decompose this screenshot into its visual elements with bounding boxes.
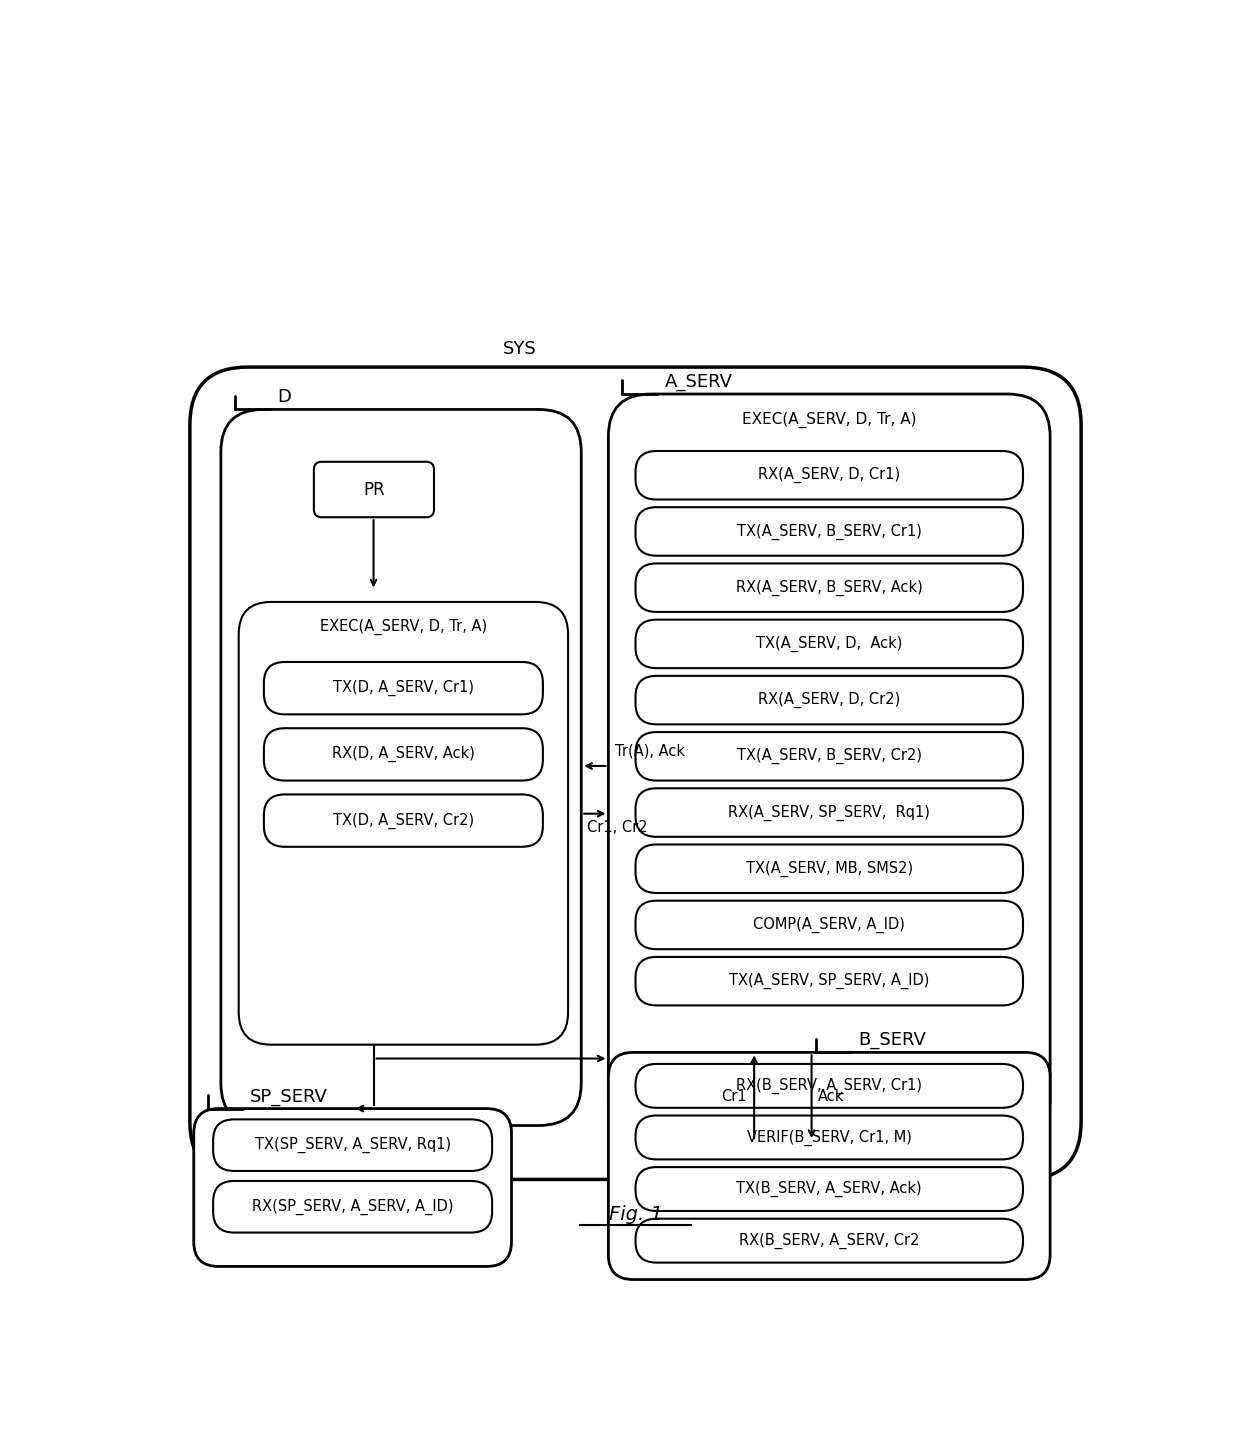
Text: RX(D, A_SERV, Ack): RX(D, A_SERV, Ack) bbox=[332, 747, 475, 763]
FancyBboxPatch shape bbox=[238, 601, 568, 1044]
FancyBboxPatch shape bbox=[635, 789, 1023, 836]
Text: D: D bbox=[278, 388, 291, 407]
FancyBboxPatch shape bbox=[264, 728, 543, 780]
Text: SP_SERV: SP_SERV bbox=[250, 1087, 329, 1106]
FancyBboxPatch shape bbox=[635, 1218, 1023, 1263]
Text: RX(B_SERV, A_SERV, Cr2: RX(B_SERV, A_SERV, Cr2 bbox=[739, 1233, 920, 1249]
Text: RX(SP_SERV, A_SERV, A_ID): RX(SP_SERV, A_SERV, A_ID) bbox=[252, 1198, 454, 1214]
Text: TX(A_SERV, D,  Ack): TX(A_SERV, D, Ack) bbox=[756, 636, 903, 652]
Text: Cr1, Cr2: Cr1, Cr2 bbox=[588, 820, 649, 835]
FancyBboxPatch shape bbox=[635, 957, 1023, 1005]
FancyBboxPatch shape bbox=[635, 508, 1023, 555]
Text: RX(A_SERV, SP_SERV,  Rq1): RX(A_SERV, SP_SERV, Rq1) bbox=[728, 805, 930, 820]
FancyBboxPatch shape bbox=[609, 394, 1050, 1141]
Text: A_SERV: A_SERV bbox=[665, 373, 733, 391]
Text: Ack: Ack bbox=[818, 1089, 844, 1105]
FancyBboxPatch shape bbox=[221, 410, 582, 1126]
FancyBboxPatch shape bbox=[264, 795, 543, 846]
Text: RX(A_SERV, D, Cr1): RX(A_SERV, D, Cr1) bbox=[758, 467, 900, 483]
Text: TX(B_SERV, A_SERV, Ack): TX(B_SERV, A_SERV, Ack) bbox=[737, 1181, 923, 1197]
FancyBboxPatch shape bbox=[190, 368, 1081, 1180]
FancyBboxPatch shape bbox=[213, 1119, 492, 1171]
Text: PR: PR bbox=[363, 480, 384, 499]
FancyBboxPatch shape bbox=[609, 1053, 1050, 1279]
Text: TX(A_SERV, SP_SERV, A_ID): TX(A_SERV, SP_SERV, A_ID) bbox=[729, 973, 930, 989]
Text: TX(D, A_SERV, Cr1): TX(D, A_SERV, Cr1) bbox=[332, 681, 474, 696]
Text: TX(D, A_SERV, Cr2): TX(D, A_SERV, Cr2) bbox=[332, 812, 474, 829]
FancyBboxPatch shape bbox=[635, 451, 1023, 499]
Text: RX(A_SERV, D, Cr2): RX(A_SERV, D, Cr2) bbox=[758, 692, 900, 708]
Text: EXEC(A_SERV, D, Tr, A): EXEC(A_SERV, D, Tr, A) bbox=[320, 619, 487, 634]
Text: COMP(A_SERV, A_ID): COMP(A_SERV, A_ID) bbox=[754, 917, 905, 933]
Text: SYS: SYS bbox=[502, 340, 537, 358]
Text: TX(SP_SERV, A_SERV, Rq1): TX(SP_SERV, A_SERV, Rq1) bbox=[254, 1138, 450, 1154]
Text: RX(A_SERV, B_SERV, Ack): RX(A_SERV, B_SERV, Ack) bbox=[735, 580, 923, 596]
FancyBboxPatch shape bbox=[635, 1116, 1023, 1159]
Text: VERIF(B_SERV, Cr1, M): VERIF(B_SERV, Cr1, M) bbox=[746, 1129, 911, 1145]
FancyBboxPatch shape bbox=[635, 564, 1023, 611]
FancyBboxPatch shape bbox=[635, 733, 1023, 780]
FancyBboxPatch shape bbox=[213, 1181, 492, 1233]
Text: Cr1: Cr1 bbox=[720, 1089, 746, 1105]
Text: TX(A_SERV, B_SERV, Cr1): TX(A_SERV, B_SERV, Cr1) bbox=[737, 523, 921, 539]
FancyBboxPatch shape bbox=[635, 676, 1023, 724]
FancyBboxPatch shape bbox=[635, 901, 1023, 949]
FancyBboxPatch shape bbox=[635, 620, 1023, 668]
FancyBboxPatch shape bbox=[635, 1064, 1023, 1107]
Text: TX(A_SERV, B_SERV, Cr2): TX(A_SERV, B_SERV, Cr2) bbox=[737, 748, 921, 764]
FancyBboxPatch shape bbox=[635, 1167, 1023, 1211]
Text: EXEC(A_SERV, D, Tr, A): EXEC(A_SERV, D, Tr, A) bbox=[742, 412, 916, 428]
FancyBboxPatch shape bbox=[314, 461, 434, 518]
Text: Tr(A), Ack: Tr(A), Ack bbox=[615, 743, 684, 758]
Text: Fig. 1: Fig. 1 bbox=[609, 1204, 662, 1224]
Text: B_SERV: B_SERV bbox=[858, 1031, 926, 1050]
Text: TX(A_SERV, MB, SMS2): TX(A_SERV, MB, SMS2) bbox=[745, 861, 913, 877]
Text: RX(B_SERV, A_SERV, Cr1): RX(B_SERV, A_SERV, Cr1) bbox=[737, 1077, 923, 1094]
FancyBboxPatch shape bbox=[264, 662, 543, 714]
FancyBboxPatch shape bbox=[635, 845, 1023, 893]
FancyBboxPatch shape bbox=[193, 1109, 511, 1266]
